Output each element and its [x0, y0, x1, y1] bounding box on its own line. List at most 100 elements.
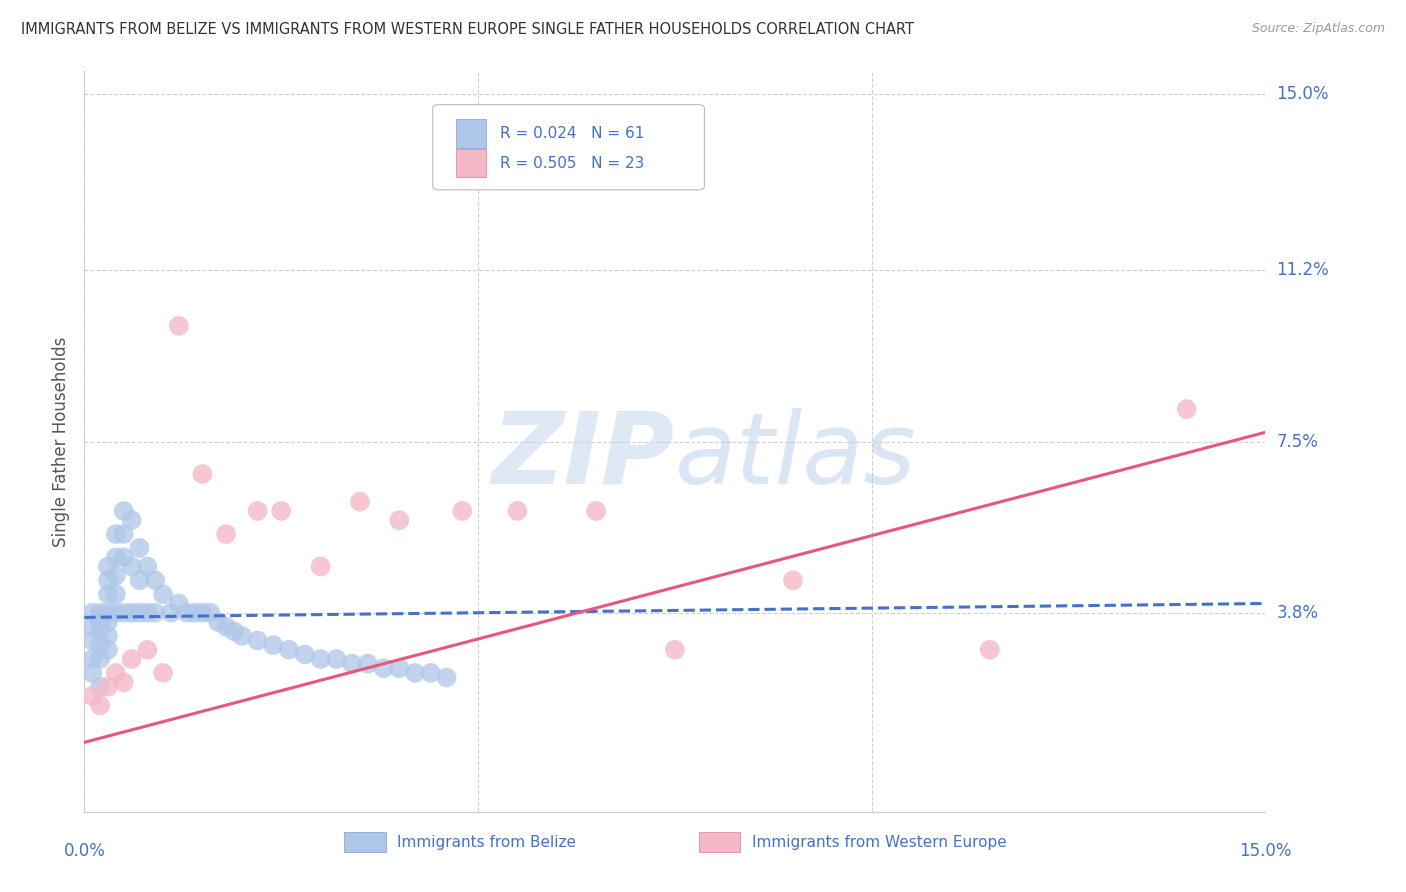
Point — [506, 504, 529, 518]
Point — [782, 574, 804, 588]
Point — [89, 624, 111, 639]
Point — [97, 615, 120, 629]
Point — [112, 527, 135, 541]
Point — [97, 587, 120, 601]
Point — [246, 633, 269, 648]
Point — [104, 550, 127, 565]
Point — [152, 587, 174, 601]
Point — [121, 559, 143, 574]
Point — [183, 606, 205, 620]
Point — [112, 606, 135, 620]
Point — [104, 568, 127, 582]
Point — [143, 574, 166, 588]
Point — [160, 606, 183, 620]
Point — [97, 680, 120, 694]
Bar — [699, 831, 740, 853]
Text: 15.0%: 15.0% — [1239, 842, 1292, 860]
Point — [97, 606, 120, 620]
Text: 7.5%: 7.5% — [1277, 433, 1319, 450]
Point — [89, 652, 111, 666]
Text: Immigrants from Belize: Immigrants from Belize — [398, 835, 576, 849]
Point — [82, 665, 104, 680]
Point — [294, 648, 316, 662]
Point — [121, 652, 143, 666]
Text: 11.2%: 11.2% — [1277, 261, 1329, 279]
Point — [112, 675, 135, 690]
Point — [309, 559, 332, 574]
Point — [325, 652, 347, 666]
Point — [278, 642, 301, 657]
Bar — [457, 149, 486, 178]
Point — [89, 698, 111, 713]
Point — [89, 638, 111, 652]
Point — [136, 559, 159, 574]
Point — [128, 541, 150, 555]
Text: ZIP: ZIP — [492, 408, 675, 505]
Point — [436, 671, 458, 685]
Point — [200, 606, 222, 620]
Text: 15.0%: 15.0% — [1277, 86, 1329, 103]
Point — [136, 606, 159, 620]
Point — [585, 504, 607, 518]
Point — [104, 606, 127, 620]
Point — [215, 527, 238, 541]
Point — [82, 633, 104, 648]
Text: atlas: atlas — [675, 408, 917, 505]
Point — [309, 652, 332, 666]
Point — [97, 559, 120, 574]
Point — [143, 606, 166, 620]
Point — [104, 527, 127, 541]
Point — [262, 638, 284, 652]
Text: R = 0.505   N = 23: R = 0.505 N = 23 — [501, 156, 644, 170]
Point — [388, 513, 411, 527]
Point — [112, 550, 135, 565]
Point — [207, 615, 229, 629]
Point — [979, 642, 1001, 657]
Point — [215, 619, 238, 633]
Point — [167, 597, 190, 611]
Text: Source: ZipAtlas.com: Source: ZipAtlas.com — [1251, 22, 1385, 36]
Point — [82, 689, 104, 703]
FancyBboxPatch shape — [433, 104, 704, 190]
Point — [152, 665, 174, 680]
Point — [97, 574, 120, 588]
Text: 3.8%: 3.8% — [1277, 604, 1319, 622]
Point — [231, 629, 253, 643]
Text: IMMIGRANTS FROM BELIZE VS IMMIGRANTS FROM WESTERN EUROPE SINGLE FATHER HOUSEHOLD: IMMIGRANTS FROM BELIZE VS IMMIGRANTS FRO… — [21, 22, 914, 37]
Point — [167, 318, 190, 333]
Point — [121, 606, 143, 620]
Point — [222, 624, 245, 639]
Point — [349, 494, 371, 508]
Point — [246, 504, 269, 518]
Point — [340, 657, 363, 671]
Point — [419, 665, 441, 680]
Point — [128, 606, 150, 620]
Point — [373, 661, 395, 675]
Point — [388, 661, 411, 675]
Text: R = 0.024   N = 61: R = 0.024 N = 61 — [501, 126, 644, 141]
Point — [82, 606, 104, 620]
Point — [112, 504, 135, 518]
Point — [97, 642, 120, 657]
Point — [191, 467, 214, 481]
Point — [89, 680, 111, 694]
Bar — [344, 831, 385, 853]
Text: Immigrants from Western Europe: Immigrants from Western Europe — [752, 835, 1007, 849]
Point — [176, 606, 198, 620]
Point — [451, 504, 474, 518]
Text: 0.0%: 0.0% — [63, 842, 105, 860]
Point — [404, 665, 426, 680]
Y-axis label: Single Father Households: Single Father Households — [52, 336, 70, 547]
Point — [82, 652, 104, 666]
Point — [104, 587, 127, 601]
Point — [664, 642, 686, 657]
Point — [1175, 402, 1198, 417]
Point — [270, 504, 292, 518]
Point — [136, 642, 159, 657]
Point — [121, 513, 143, 527]
Point — [104, 665, 127, 680]
Point — [357, 657, 380, 671]
Point — [97, 629, 120, 643]
Point — [191, 606, 214, 620]
Point — [82, 619, 104, 633]
